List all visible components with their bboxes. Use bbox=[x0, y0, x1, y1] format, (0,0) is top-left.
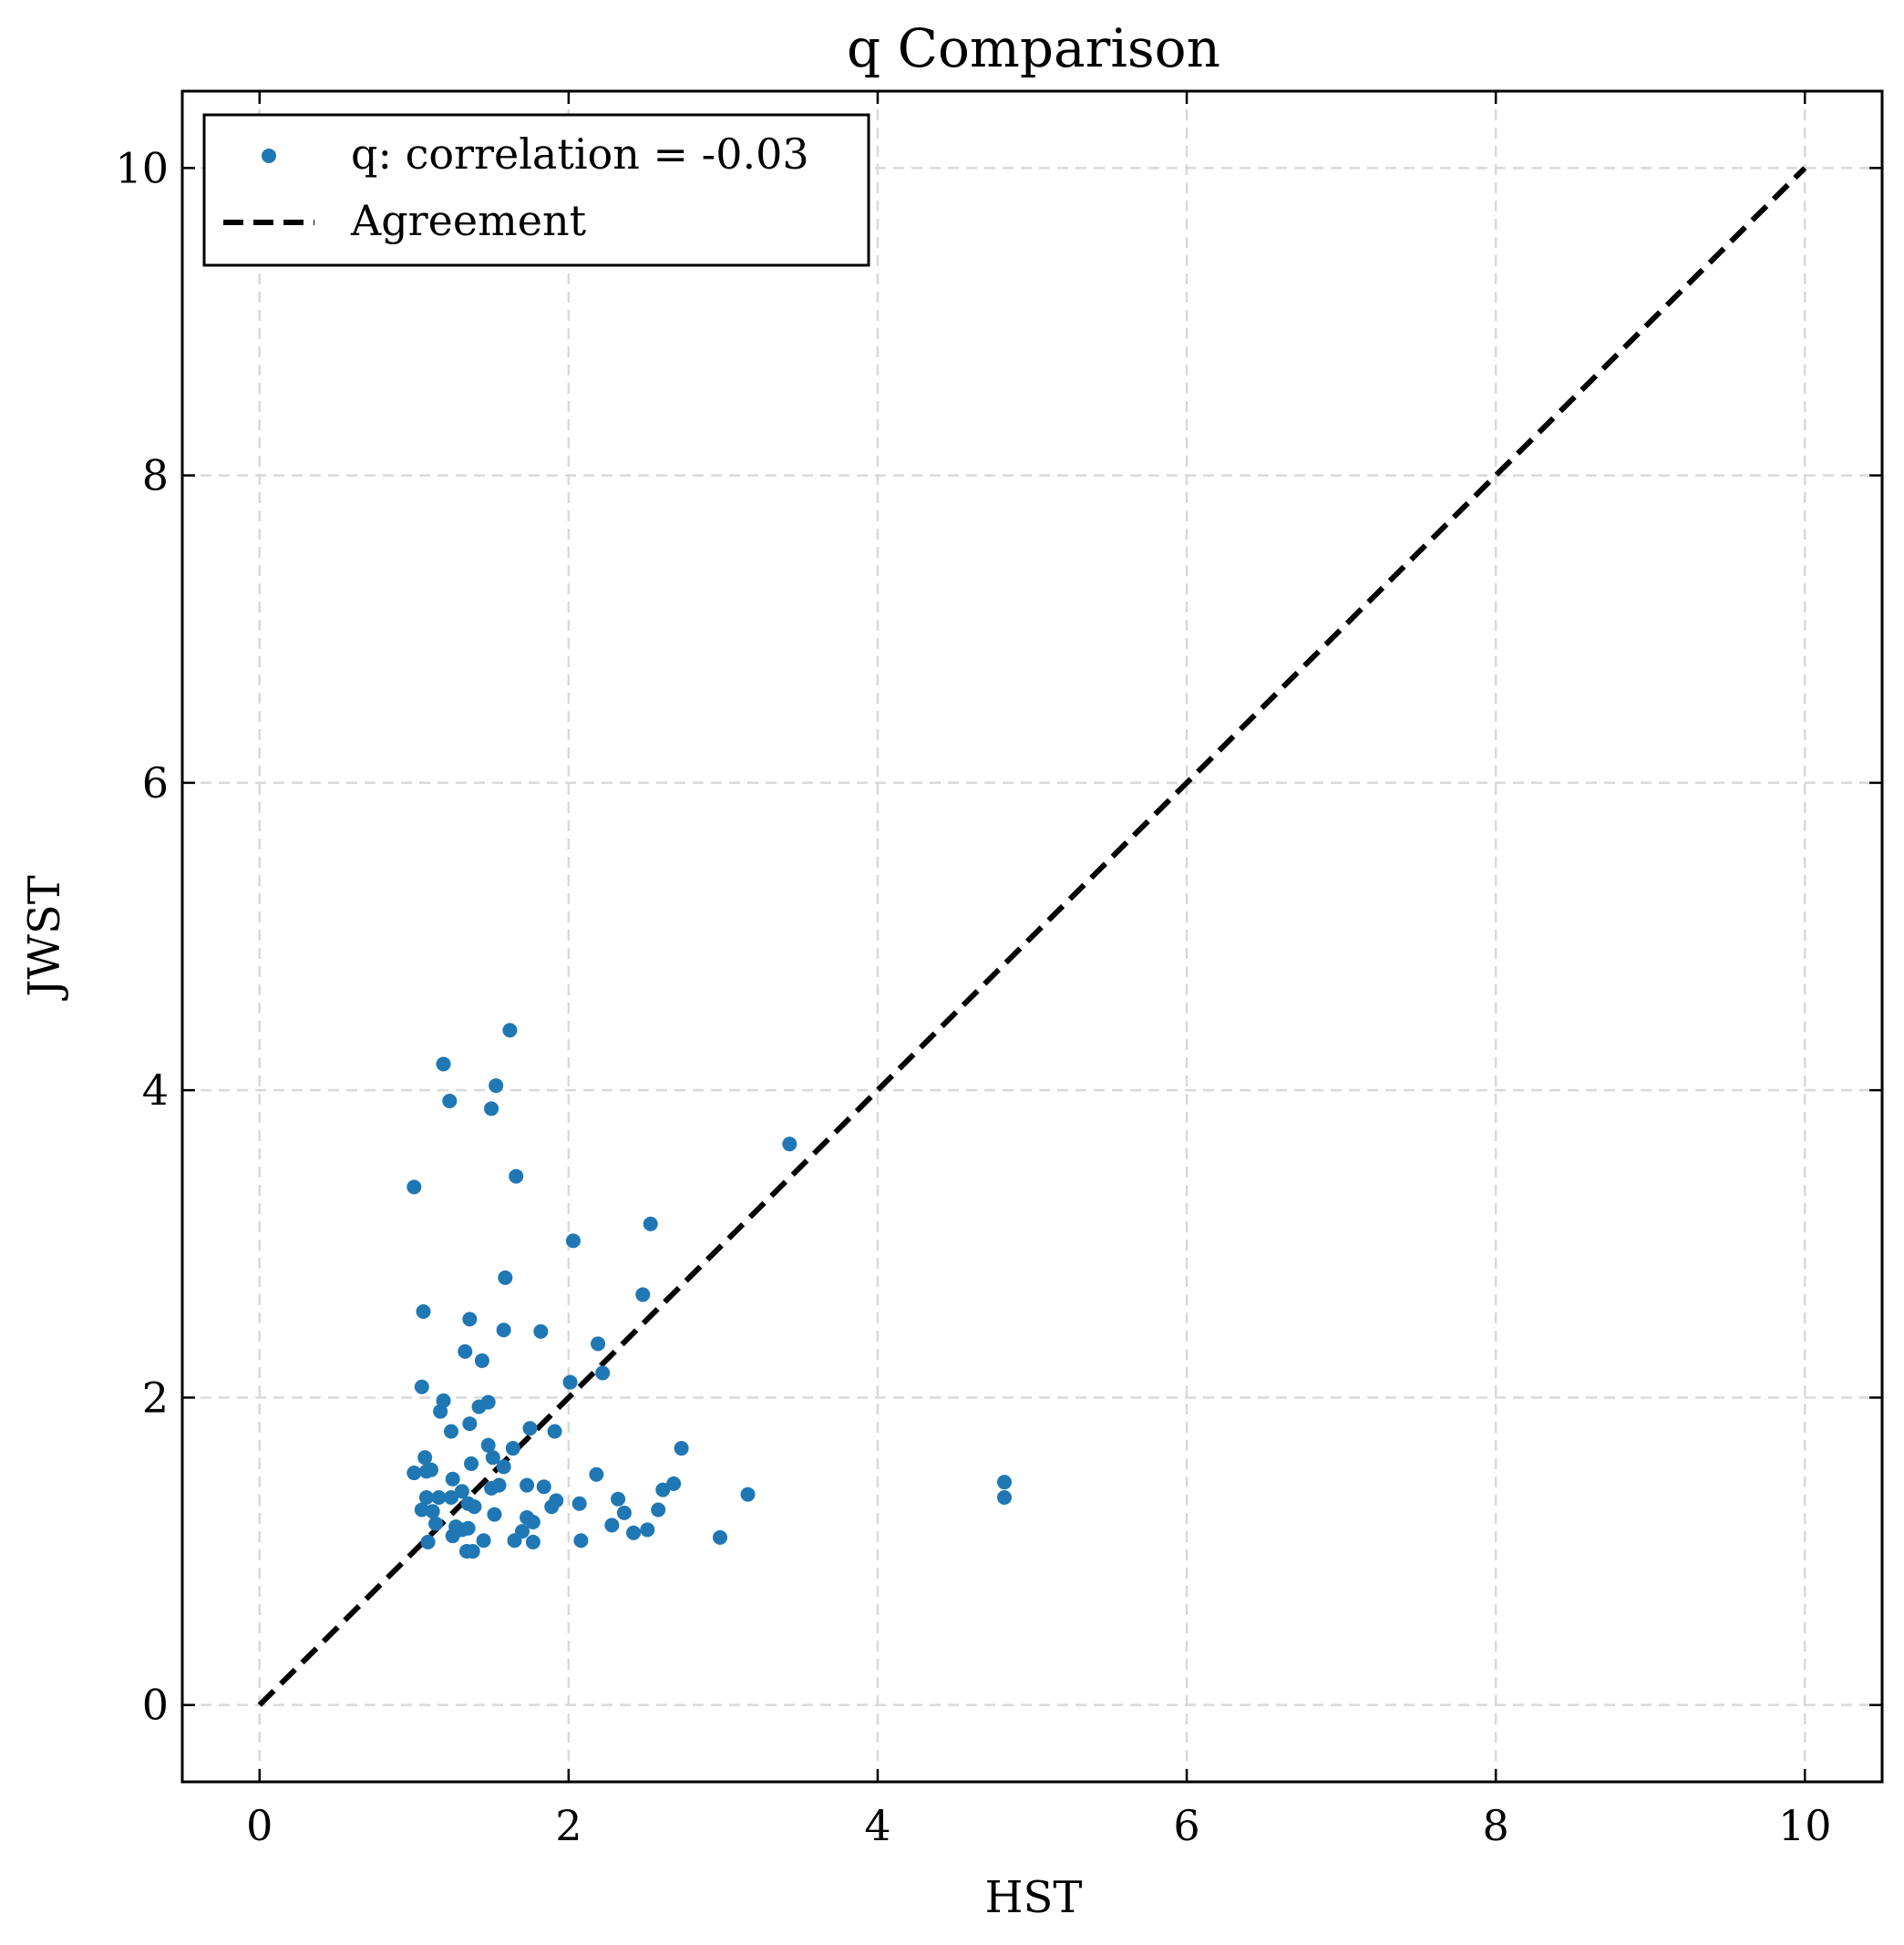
data-point bbox=[476, 1533, 491, 1549]
data-point bbox=[496, 1459, 511, 1475]
data-point bbox=[589, 1466, 604, 1482]
data-point bbox=[635, 1287, 651, 1302]
data-point bbox=[462, 1312, 478, 1327]
y-tick-label: 6 bbox=[142, 758, 169, 808]
data-point bbox=[544, 1499, 560, 1515]
data-point bbox=[573, 1533, 589, 1549]
chart-title: q Comparison bbox=[847, 17, 1220, 79]
data-point bbox=[565, 1233, 581, 1249]
data-point bbox=[571, 1496, 587, 1511]
data-point bbox=[604, 1518, 620, 1533]
data-point bbox=[444, 1490, 459, 1506]
legend-label-agreement: Agreement bbox=[350, 196, 587, 245]
data-point bbox=[418, 1464, 434, 1479]
axis-ticks: 0 2 4 6 8 10 0 2 4 6 8 10 bbox=[115, 91, 1882, 1850]
data-point bbox=[547, 1424, 562, 1439]
agreement-line bbox=[257, 166, 1807, 1707]
data-point bbox=[407, 1466, 422, 1481]
data-point bbox=[431, 1490, 447, 1506]
data-point bbox=[418, 1490, 434, 1506]
data-point bbox=[407, 1179, 422, 1195]
x-tick-label: 8 bbox=[1482, 1801, 1508, 1850]
data-point bbox=[611, 1491, 626, 1507]
data-point bbox=[436, 1056, 451, 1072]
data-point bbox=[462, 1416, 478, 1432]
data-point bbox=[414, 1379, 429, 1394]
legend-box bbox=[202, 113, 870, 267]
legend: q: correlation = -0.03 Agreement bbox=[202, 113, 870, 267]
data-point bbox=[996, 1490, 1012, 1506]
data-point bbox=[996, 1475, 1012, 1490]
data-point bbox=[464, 1456, 479, 1471]
data-point bbox=[496, 1322, 511, 1338]
data-point bbox=[445, 1471, 460, 1487]
data-point bbox=[525, 1534, 540, 1549]
data-point bbox=[444, 1424, 459, 1439]
data-point bbox=[536, 1479, 551, 1495]
data-point bbox=[445, 1528, 460, 1544]
data-point bbox=[525, 1515, 540, 1530]
x-tick-label: 10 bbox=[1778, 1801, 1832, 1850]
x-tick-label: 4 bbox=[864, 1801, 890, 1850]
y-axis-label: JWST bbox=[19, 875, 70, 1001]
data-point bbox=[442, 1093, 458, 1108]
data-point bbox=[666, 1476, 682, 1491]
y-tick-label: 8 bbox=[142, 451, 169, 500]
data-point bbox=[740, 1487, 756, 1502]
data-point bbox=[484, 1101, 499, 1117]
data-point bbox=[489, 1078, 504, 1094]
data-point bbox=[626, 1525, 642, 1540]
data-point bbox=[498, 1270, 513, 1285]
data-point bbox=[591, 1336, 606, 1352]
data-point bbox=[433, 1404, 448, 1419]
data-point bbox=[414, 1502, 429, 1518]
data-point bbox=[417, 1450, 433, 1466]
data-point bbox=[522, 1421, 538, 1436]
data-point bbox=[640, 1522, 655, 1538]
y-tick-label: 0 bbox=[142, 1681, 169, 1730]
plot-frame bbox=[180, 89, 1884, 1784]
data-point bbox=[507, 1533, 522, 1549]
data-point bbox=[533, 1323, 549, 1339]
x-tick-label: 2 bbox=[555, 1801, 581, 1850]
data-point bbox=[467, 1499, 482, 1515]
data-point bbox=[655, 1482, 671, 1497]
y-tick-label: 10 bbox=[115, 143, 169, 192]
data-point bbox=[782, 1137, 798, 1152]
data-point bbox=[562, 1374, 578, 1390]
agreement-line-group bbox=[257, 166, 1807, 1707]
data-point bbox=[485, 1450, 500, 1466]
data-point bbox=[520, 1477, 535, 1493]
data-point bbox=[425, 1504, 440, 1519]
scatter-points bbox=[407, 1023, 1012, 1559]
y-tick-label: 2 bbox=[142, 1373, 169, 1422]
data-point bbox=[474, 1353, 489, 1368]
data-point bbox=[420, 1534, 436, 1549]
data-point bbox=[509, 1168, 524, 1184]
data-point bbox=[484, 1480, 499, 1496]
legend-scatter-marker bbox=[262, 149, 276, 163]
data-point bbox=[713, 1529, 728, 1545]
x-tick-label: 0 bbox=[246, 1801, 273, 1850]
data-point bbox=[454, 1484, 469, 1499]
y-tick-label: 4 bbox=[142, 1065, 169, 1115]
data-point bbox=[480, 1437, 496, 1453]
data-point bbox=[416, 1303, 431, 1319]
data-point bbox=[616, 1505, 632, 1520]
data-point bbox=[458, 1343, 473, 1359]
x-tick-label: 6 bbox=[1173, 1801, 1199, 1850]
data-point bbox=[465, 1544, 480, 1559]
data-point bbox=[428, 1516, 444, 1531]
data-point bbox=[651, 1502, 666, 1518]
data-point bbox=[502, 1023, 518, 1038]
data-point bbox=[487, 1507, 502, 1522]
data-point bbox=[471, 1399, 487, 1415]
x-axis-label: HST bbox=[985, 1872, 1083, 1923]
legend-label-scatter: q: correlation = -0.03 bbox=[351, 129, 809, 179]
data-point bbox=[643, 1216, 658, 1231]
data-point bbox=[595, 1365, 611, 1381]
data-point bbox=[505, 1441, 520, 1456]
data-point bbox=[674, 1441, 689, 1456]
